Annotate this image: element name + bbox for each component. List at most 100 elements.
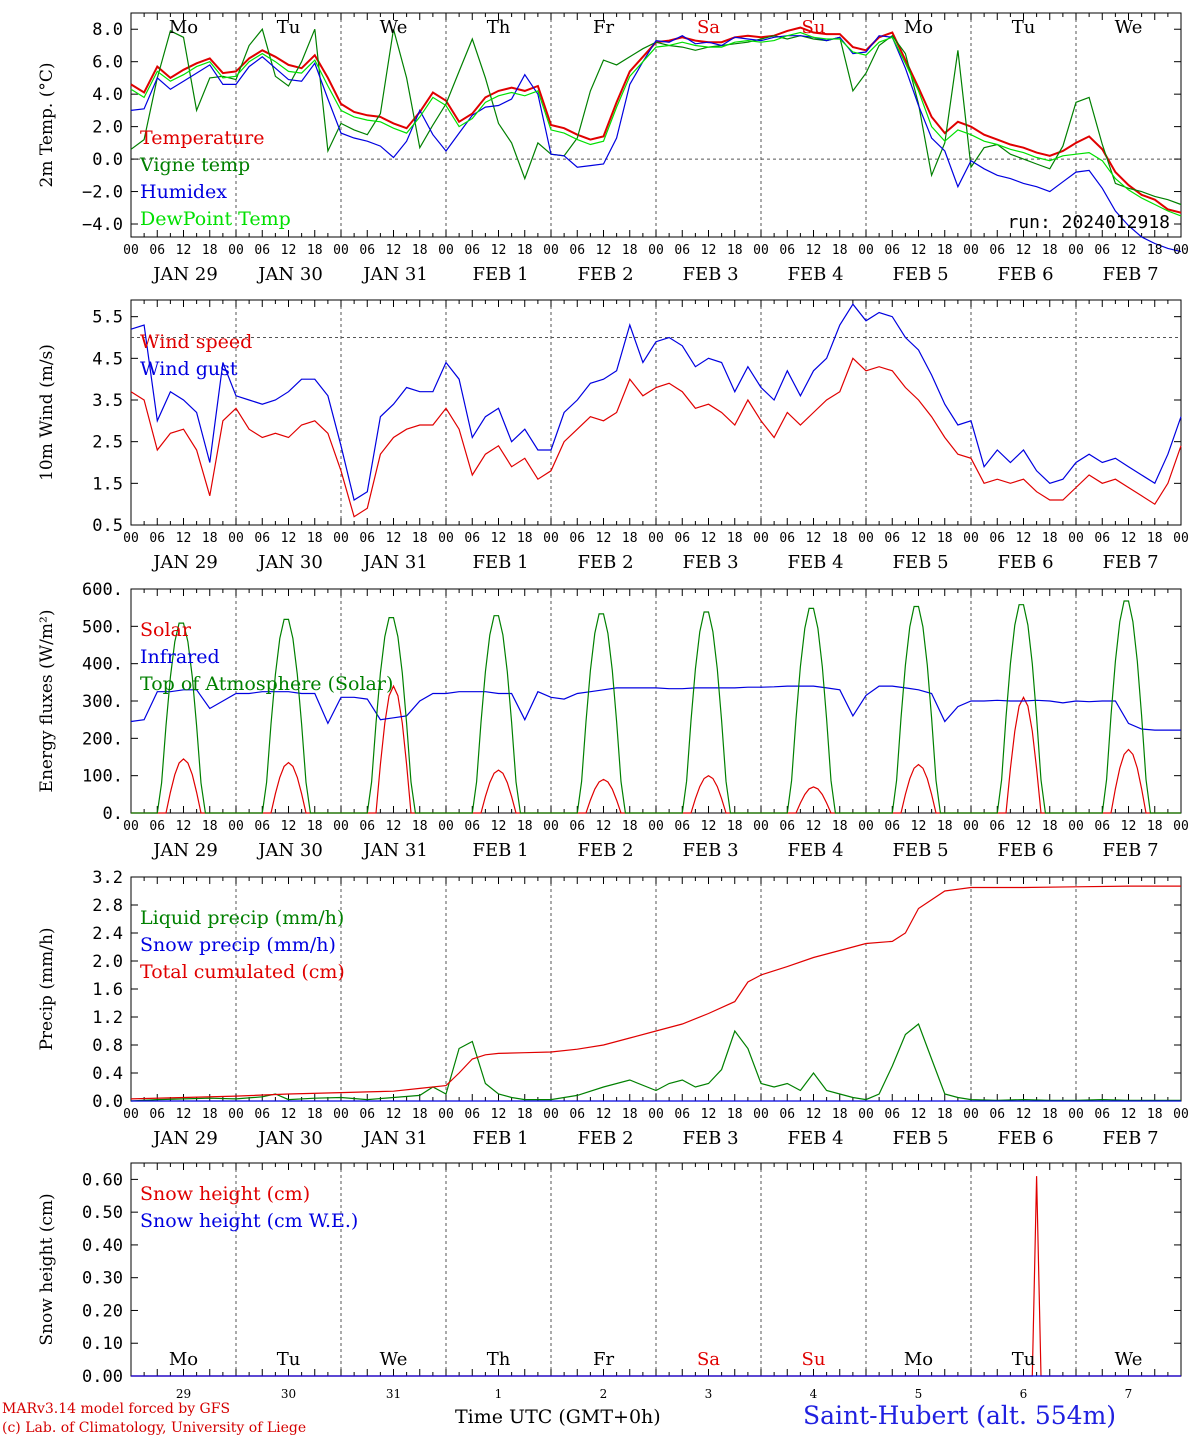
- x-hour-label: 06: [464, 1107, 480, 1122]
- x-hour-label: 12: [806, 819, 822, 834]
- x-date-label: FEB 3: [682, 840, 738, 861]
- legend-entry: Liquid precip (mm/h): [140, 907, 344, 929]
- y-tick-label: 400.: [82, 655, 123, 675]
- x-hour-label: 00: [123, 819, 139, 834]
- x-hour-label: 12: [596, 243, 612, 258]
- x-hour-label: 18: [307, 1107, 323, 1122]
- meteogram-figure: 8.0 6.0 4.0 2.0 0.0 −2.0 −4.0 2m Temp. (°C) Temp…: [37, 12, 1189, 1400]
- series-line-humidex: [130, 35, 1182, 253]
- legend-entry: Solar: [140, 619, 192, 641]
- bottom-date-number: 3: [705, 1387, 713, 1400]
- x-hour-label: 06: [989, 819, 1005, 834]
- x-hour-label: 18: [1042, 243, 1058, 258]
- x-hour-label: 12: [806, 1107, 822, 1122]
- x-hour-label: 00: [1173, 243, 1189, 258]
- legend-entry: Humidex: [140, 181, 227, 203]
- legend-entry: Snow height (cm W.E.): [140, 1210, 358, 1232]
- x-hour-label: 18: [517, 819, 533, 834]
- x-date-label: FEB 1: [472, 552, 528, 573]
- x-hour-label: 18: [937, 1107, 953, 1122]
- x-date-label: JAN 29: [151, 264, 218, 285]
- x-date-label: FEB 4: [787, 264, 843, 285]
- x-hour-label: 12: [911, 1107, 927, 1122]
- x-date-label: FEB 3: [682, 552, 738, 573]
- x-date-label: JAN 29: [151, 552, 218, 573]
- x-hour-label: 06: [464, 531, 480, 546]
- x-hour-label: 12: [176, 819, 192, 834]
- x-hour-label: 12: [386, 243, 402, 258]
- bottom-date-number: 31: [386, 1387, 401, 1400]
- y-tick-label: 1.2: [92, 1008, 123, 1028]
- x-hour-label: 06: [254, 1107, 270, 1122]
- x-hour-label: 06: [149, 819, 165, 834]
- x-hour-label: 00: [1173, 1107, 1189, 1122]
- x-hour-label: 06: [149, 243, 165, 258]
- x-date-label: FEB 6: [997, 264, 1053, 285]
- x-hour-label: 12: [386, 819, 402, 834]
- x-hour-label: 06: [569, 819, 585, 834]
- x-hour-label: 06: [1094, 243, 1110, 258]
- x-hour-label: 12: [281, 243, 297, 258]
- y-tick-label: 0.50: [82, 1203, 123, 1223]
- x-date-label: JAN 31: [361, 840, 428, 861]
- legend-entry: Snow height (cm): [140, 1183, 310, 1205]
- y-tick-label: 0.0: [92, 150, 123, 170]
- x-hour-label: 00: [753, 243, 769, 258]
- series-line-liquid-precip-mm-h-: [130, 1023, 1181, 1102]
- x-hour-label: 06: [989, 1107, 1005, 1122]
- x-date-label: FEB 7: [1102, 552, 1158, 573]
- x-hour-label: 06: [569, 531, 585, 546]
- x-date-label: FEB 3: [682, 264, 738, 285]
- x-hour-label: 12: [701, 531, 717, 546]
- x-hour-label: 12: [491, 531, 507, 546]
- day-name-top: Mo: [904, 17, 933, 38]
- x-hour-label: 00: [228, 819, 244, 834]
- x-hour-label: 18: [937, 531, 953, 546]
- station-name: Saint-Hubert (alt. 554m): [803, 1401, 1117, 1430]
- y-tick-label: 1.5: [92, 474, 123, 494]
- x-hour-label: 00: [543, 1107, 559, 1122]
- x-hour-label: 00: [228, 531, 244, 546]
- x-hour-label: 18: [1147, 243, 1163, 258]
- x-hour-label: 06: [884, 531, 900, 546]
- x-hour-label: 00: [333, 819, 349, 834]
- y-axis-label: Precip (mm/h): [37, 927, 57, 1050]
- x-hour-label: 18: [727, 1107, 743, 1122]
- day-name-top: Mo: [169, 17, 198, 38]
- y-tick-label: 3.2: [92, 868, 123, 888]
- y-tick-label: 2.5: [92, 433, 123, 453]
- x-hour-label: 06: [779, 243, 795, 258]
- y-tick-label: 2.4: [92, 924, 123, 944]
- x-hour-label: 00: [438, 243, 454, 258]
- x-date-label: FEB 2: [577, 552, 633, 573]
- legend-entry: Snow precip (mm/h): [140, 934, 336, 956]
- x-date-label: JAN 30: [256, 552, 323, 573]
- x-hour-label: 00: [963, 1107, 979, 1122]
- y-tick-label: −4.0: [82, 215, 123, 235]
- y-axis-label: 2m Temp. (°C): [37, 62, 57, 187]
- y-tick-label: 0.60: [82, 1170, 123, 1190]
- x-hour-label: 06: [779, 531, 795, 546]
- x-hour-label: 00: [1068, 531, 1084, 546]
- x-hour-label: 00: [753, 1107, 769, 1122]
- x-date-label: FEB 6: [997, 840, 1053, 861]
- y-tick-label: 200.: [82, 729, 123, 749]
- x-hour-label: 12: [911, 243, 927, 258]
- x-hour-label: 00: [1173, 531, 1189, 546]
- bottom-date-number: 29: [176, 1387, 191, 1400]
- y-tick-label: 0.30: [82, 1269, 123, 1289]
- legend-entry: DewPoint Temp: [140, 208, 291, 230]
- x-hour-label: 06: [884, 819, 900, 834]
- x-hour-label: 12: [1121, 1107, 1137, 1122]
- x-hour-label: 00: [648, 819, 664, 834]
- x-date-label: JAN 30: [256, 1128, 323, 1149]
- x-hour-label: 12: [806, 243, 822, 258]
- x-hour-label: 18: [1147, 819, 1163, 834]
- x-date-label: JAN 31: [361, 264, 428, 285]
- x-date-label: JAN 30: [256, 264, 323, 285]
- day-name-bottom: Tu: [1012, 1349, 1036, 1370]
- x-hour-label: 18: [622, 1107, 638, 1122]
- x-hour-label: 06: [149, 1107, 165, 1122]
- x-hour-label: 12: [491, 819, 507, 834]
- x-hour-label: 06: [1094, 819, 1110, 834]
